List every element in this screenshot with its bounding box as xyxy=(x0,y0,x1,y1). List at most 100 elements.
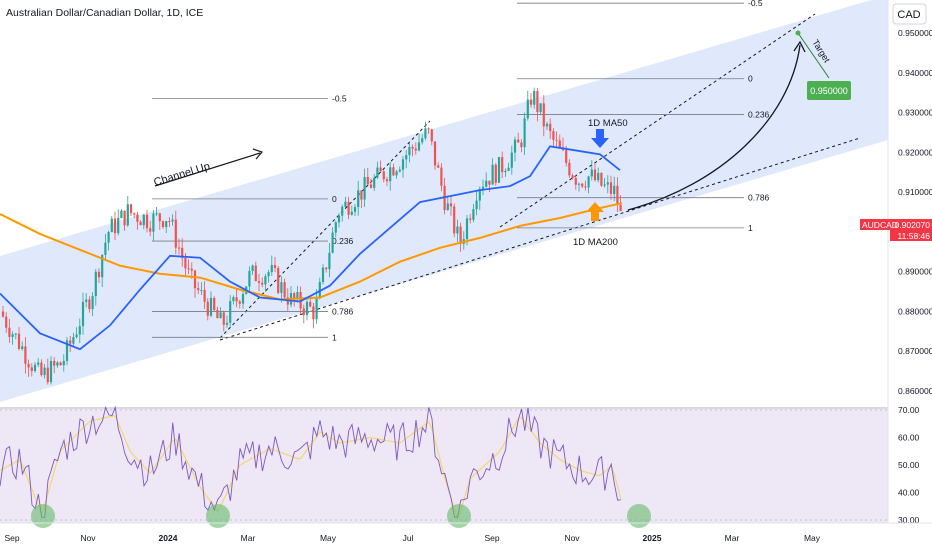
candle-body xyxy=(552,131,555,140)
candle-body xyxy=(347,201,350,215)
candle-body xyxy=(581,183,584,187)
candle-body xyxy=(27,363,30,368)
candle-body xyxy=(398,169,401,172)
candle-body xyxy=(501,157,504,173)
candle-body xyxy=(145,214,149,229)
candle-body xyxy=(401,159,405,170)
candle-body xyxy=(277,267,280,293)
candle-body xyxy=(219,312,222,319)
candle-body xyxy=(478,188,481,201)
candle-body xyxy=(517,139,520,143)
candle-body xyxy=(363,177,366,200)
candle-body xyxy=(395,171,398,176)
candle-body xyxy=(40,362,43,376)
candle-body xyxy=(181,247,184,259)
time-tick-label: Nov xyxy=(80,533,96,543)
price-tick-label: 0.890000 xyxy=(898,267,932,277)
candle-body xyxy=(53,360,56,366)
candle-body xyxy=(437,165,440,168)
price-tick-label: 0.940000 xyxy=(898,68,932,78)
time-axis: Sep Nov 2024 Mar May Jul Sep Nov 2025 Mar May xyxy=(4,533,820,543)
candle-body xyxy=(91,296,94,310)
candle-body xyxy=(113,218,117,234)
candle-body xyxy=(571,175,574,179)
candle-body xyxy=(456,226,459,234)
candle-body xyxy=(232,297,235,302)
candle-body xyxy=(30,367,33,372)
last-price-badge xyxy=(860,219,932,230)
last-price: 0.902070 xyxy=(895,220,931,230)
candle-body xyxy=(142,214,145,226)
candle-body xyxy=(309,301,312,307)
ma200-up-arrow xyxy=(586,202,604,221)
candle-body xyxy=(293,293,296,300)
time-tick-label: Mar xyxy=(241,533,256,543)
candle-body xyxy=(152,213,155,232)
price-tick-label: 0.870000 xyxy=(898,346,932,356)
candle-body xyxy=(507,167,510,171)
candle-body xyxy=(104,242,107,255)
candle-body xyxy=(101,254,104,278)
candle-body xyxy=(238,301,241,304)
ma50-down-arrow xyxy=(591,129,609,148)
candle-body xyxy=(267,272,270,277)
candle-body xyxy=(613,185,616,194)
candle-body xyxy=(222,312,225,325)
candle-body xyxy=(536,91,539,113)
candle-body xyxy=(190,268,193,271)
symbol-label: AUDCAD xyxy=(862,220,898,230)
candle-body xyxy=(520,142,523,148)
candle-body xyxy=(414,148,417,151)
candle-body xyxy=(565,150,568,163)
candle-body xyxy=(136,214,139,222)
candle-body xyxy=(382,171,385,180)
oversold-marker xyxy=(447,504,471,528)
candle-body xyxy=(184,258,187,269)
candle-body xyxy=(549,123,552,132)
candle-body xyxy=(465,218,469,240)
candle-body xyxy=(123,210,126,226)
candle-body xyxy=(235,297,238,302)
candle-body xyxy=(81,301,85,327)
candle-body xyxy=(200,289,203,291)
candle-body xyxy=(385,179,389,182)
candle-body xyxy=(161,221,165,228)
candle-body xyxy=(33,364,37,372)
fib-right-label: 0.236 xyxy=(748,110,770,120)
candle-body xyxy=(600,172,603,186)
candle-body xyxy=(203,289,206,302)
candle-body xyxy=(187,268,190,270)
ma50-line xyxy=(0,145,621,351)
candle-body xyxy=(133,213,136,215)
candle-body xyxy=(241,294,245,304)
rsi-line xyxy=(0,405,621,518)
channel-lower-dashed xyxy=(219,137,861,341)
candle-body xyxy=(315,298,318,320)
candle-body xyxy=(555,139,558,141)
candle-body xyxy=(155,213,158,215)
time-tick-label: May xyxy=(320,533,337,543)
candle-body xyxy=(139,221,142,226)
candle-body xyxy=(568,162,571,176)
candle-body xyxy=(24,346,27,364)
currency-button[interactable] xyxy=(892,3,927,25)
candle-body xyxy=(302,308,305,316)
candle-body xyxy=(229,301,232,323)
candle-body xyxy=(197,288,200,291)
rsi-tick-label: 50.00 xyxy=(898,460,920,470)
candle-body xyxy=(296,292,299,300)
candle-body xyxy=(353,207,357,212)
projection-curve xyxy=(627,44,801,211)
candle-body xyxy=(305,301,309,316)
left-upper-dashed xyxy=(219,120,431,339)
time-tick-label: Sep xyxy=(484,533,499,543)
candle-body xyxy=(481,186,485,189)
ma200-label: 1D MA200 xyxy=(573,237,618,248)
candle-body xyxy=(5,316,8,328)
candle-body xyxy=(280,282,283,293)
candle-body xyxy=(526,99,529,119)
candle-body xyxy=(177,247,181,249)
candle-body xyxy=(8,327,11,337)
candle-body xyxy=(193,270,197,289)
